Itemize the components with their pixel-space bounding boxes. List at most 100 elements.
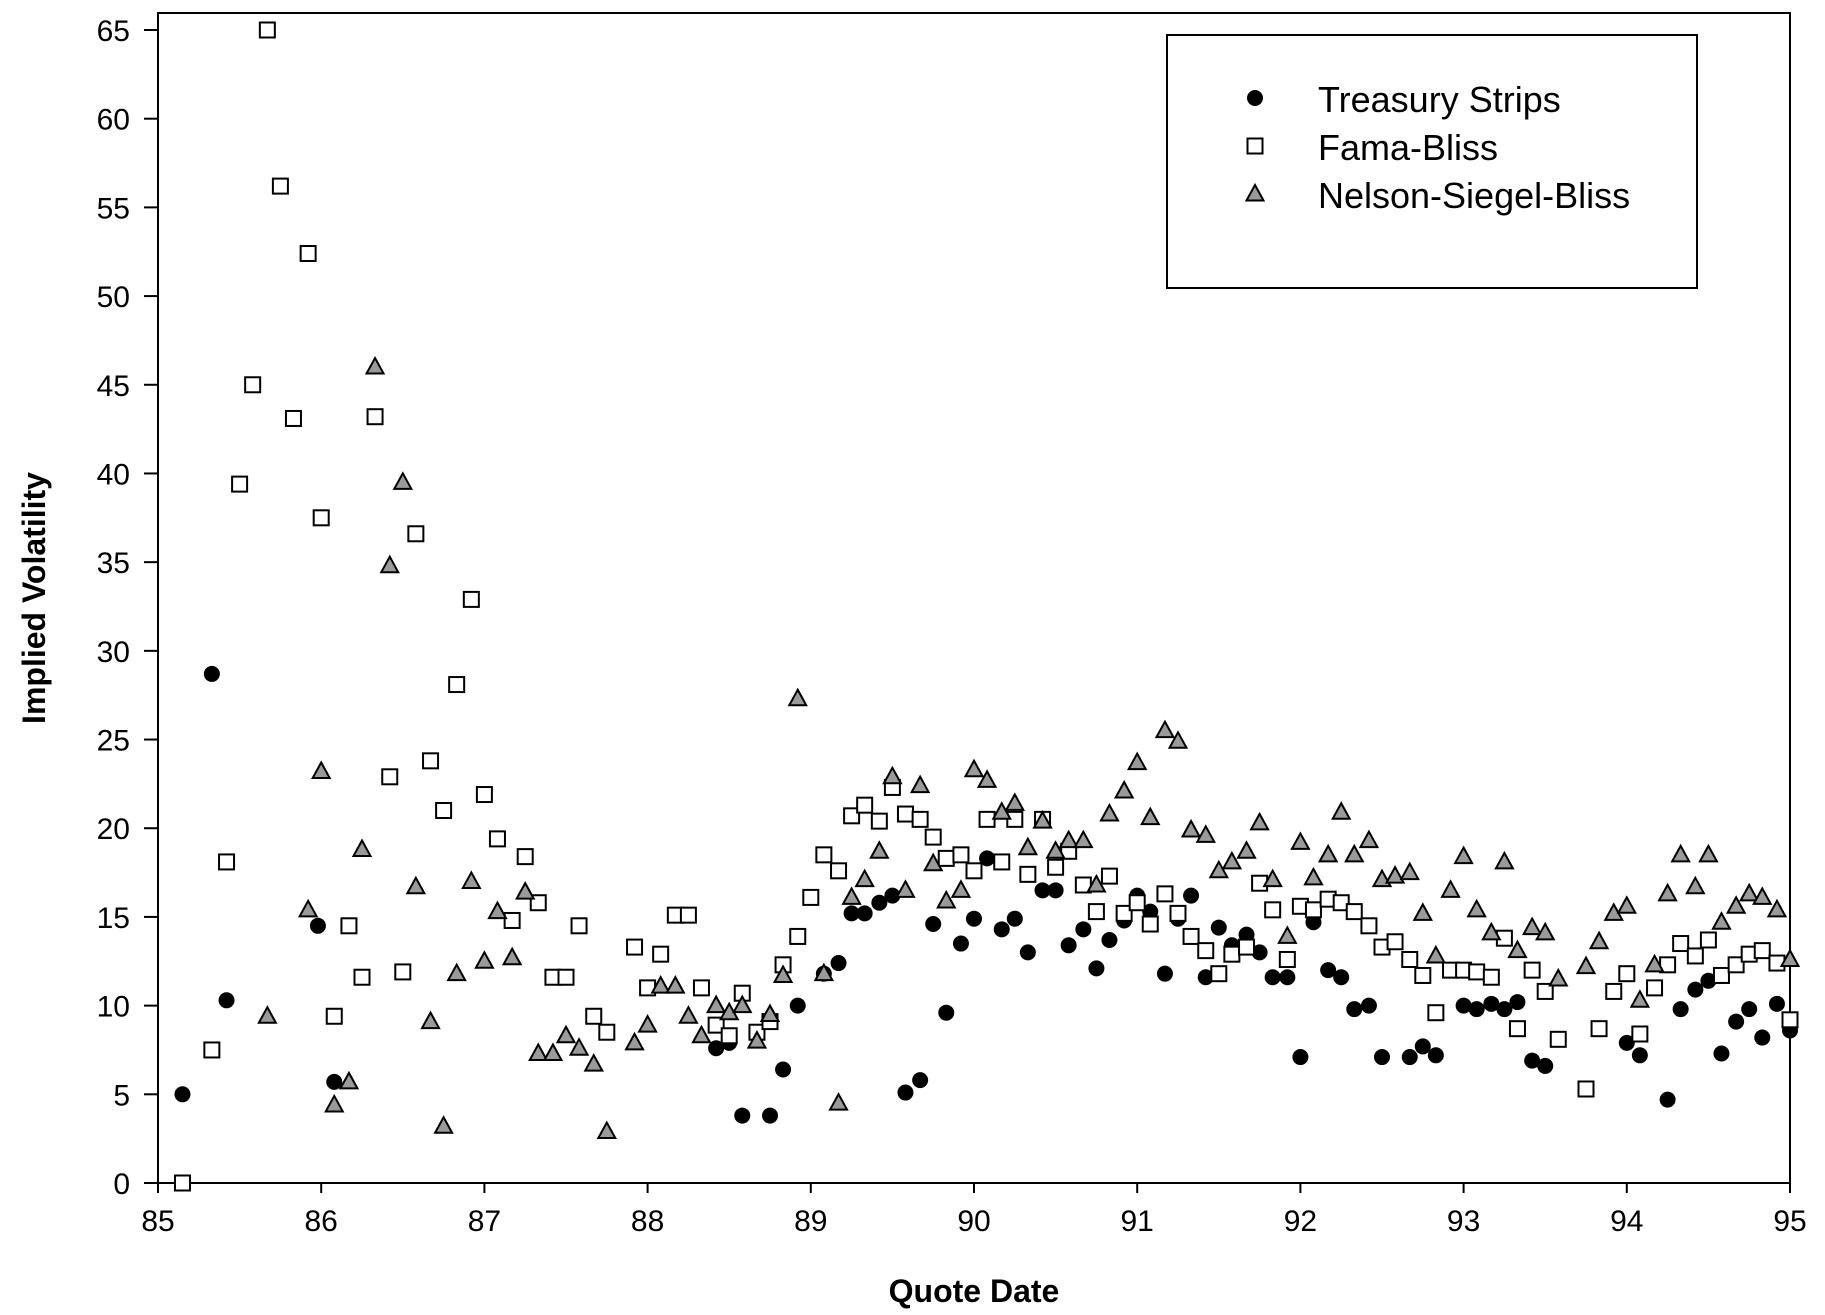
data-point [1524,1052,1541,1069]
data-point [568,1037,590,1056]
data-point [1360,997,1377,1014]
data-point [950,879,972,898]
data-point [1781,1011,1799,1029]
data-point [446,962,467,982]
data-point [966,910,982,927]
data-point [1088,960,1105,977]
data-point [1618,1034,1635,1051]
data-point [1753,942,1771,960]
data-point [830,955,847,972]
data-point [652,945,670,963]
data-point [1182,927,1200,945]
data-point [896,805,914,823]
data-point [503,911,521,929]
data-point [991,801,1012,820]
data-point [1236,840,1257,859]
data-point [1101,931,1118,948]
data-point [433,1115,454,1134]
data-point [897,1084,914,1101]
data-point [1195,824,1216,843]
data-point [1386,933,1404,951]
data-point [1779,948,1801,967]
data-point [462,590,480,608]
data-point [1047,882,1064,899]
data-point [665,975,686,994]
data-point [1425,944,1447,964]
data-point [326,1073,343,1090]
data-point [1590,1020,1608,1038]
data-point [1711,911,1732,930]
data-point [1320,962,1337,979]
data-point [924,828,942,846]
data-point [1521,916,1543,936]
data-point [1317,843,1339,863]
data-point [963,758,985,778]
data-point [1468,1001,1485,1018]
data-point [1509,994,1526,1011]
y-tick-label: 50 [97,281,130,314]
data-point [1099,802,1120,822]
data-point [1535,921,1556,941]
data-point [637,1014,658,1033]
data-point [1618,965,1636,983]
x-tick-label: 86 [305,1205,338,1238]
data-point [1345,903,1363,921]
data-point [488,830,506,848]
data-point [1180,818,1202,838]
data-point [759,1003,781,1022]
data-point [1739,882,1760,902]
data-point [1631,1025,1649,1043]
x-tick-label: 88 [631,1205,664,1238]
data-point [1292,1049,1309,1066]
data-point [1019,865,1037,883]
data-point [1034,882,1051,899]
data-point [772,964,794,983]
data-point [1060,937,1077,954]
data-point [1672,1001,1689,1018]
data-point [936,889,957,909]
data-point [708,1040,725,1057]
data-point [705,994,727,1014]
data-point [691,1024,712,1044]
y-tick-label: 60 [97,104,130,137]
series-triangle [257,355,1801,1140]
data-point [435,801,453,819]
data-point [1698,843,1719,863]
data-point [1167,730,1189,749]
data-point [1210,919,1227,936]
data-point [1766,898,1788,918]
x-tick-label: 85 [141,1205,174,1238]
data-point [1333,969,1350,986]
data-point [487,900,508,920]
data-point [925,916,942,933]
data-point [1277,925,1298,944]
data-point [1156,965,1173,982]
data-point [379,554,400,574]
data-point [1412,902,1433,921]
data-point [297,898,319,918]
data-point [911,810,929,828]
data-point [420,1010,441,1030]
data-point [1249,811,1270,831]
y-tick-label: 30 [97,636,130,669]
data-point [1713,1045,1730,1062]
data-point [598,1023,616,1041]
data-point [1588,930,1610,950]
legend-label: Nelson-Siegel-Bliss [1318,175,1630,216]
data-point [734,1107,751,1124]
data-point [1644,953,1665,973]
data-point [324,1093,345,1113]
y-tick-label: 0 [113,1168,130,1201]
data-point [340,917,358,935]
data-point [815,846,833,864]
data-point [1086,873,1107,893]
data-point [856,796,874,814]
data-point [1115,904,1133,922]
data-point [405,875,427,895]
data-point [218,992,235,1009]
data-point [965,862,983,880]
data-point [1481,921,1502,941]
data-point [1290,831,1311,850]
data-point [1127,751,1148,771]
